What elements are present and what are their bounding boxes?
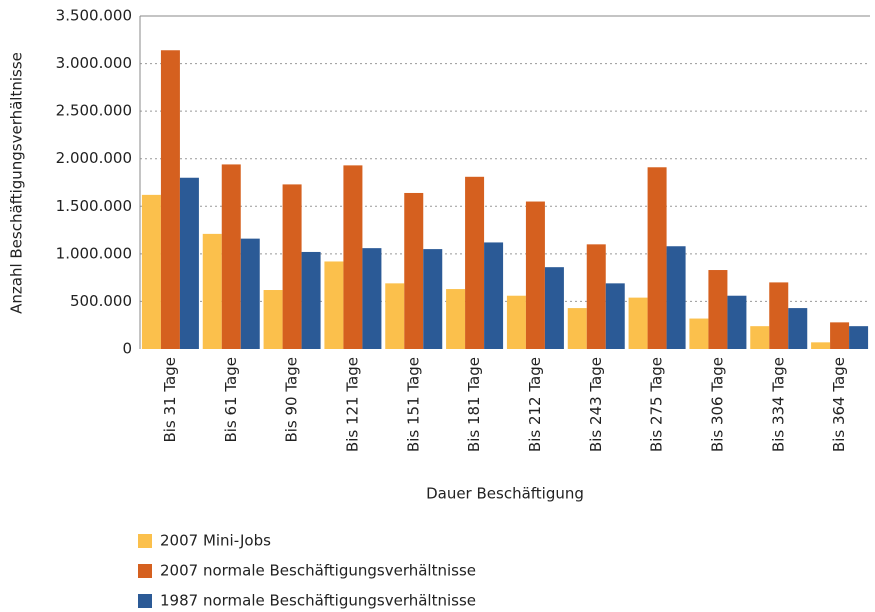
bar [769,282,789,349]
bar [525,201,545,349]
x-tick-label: Bis 306 Tage [708,357,726,452]
bar [788,308,808,349]
x-tick-label: Bis 31 Tage [161,357,179,443]
bar [544,267,564,349]
y-tick-label: 2.000.000 [56,149,132,167]
y-axis-title: Anzahl Beschäftigungsverhältnisse [8,52,26,314]
x-tick-label: Bis 90 Tage [283,357,301,443]
y-tick-label: 1.500.000 [56,197,132,215]
bar [465,176,485,349]
bar [849,326,869,349]
x-tick-label: Bis 243 Tage [587,357,605,452]
x-tick-label: Bis 121 Tage [343,357,361,452]
y-tick-label: 3.000.000 [56,54,132,72]
bar [628,297,648,349]
x-tick-label: Bis 151 Tage [404,357,422,452]
legend-swatch [138,534,152,548]
legend-swatch [138,594,152,608]
bar [343,165,363,349]
bar [727,295,747,349]
bar [179,177,199,349]
x-tick-label: Bis 364 Tage [830,357,848,452]
bar [263,290,283,349]
bar [567,308,587,349]
x-tick-label: Bis 61 Tage [222,357,240,443]
bar [666,246,686,349]
bar [506,295,526,349]
y-tick-label: 2.500.000 [56,102,132,120]
bar [385,283,405,349]
y-tick-label: 3.500.000 [56,7,132,25]
x-axis-title: Dauer Beschäftigung [426,485,584,503]
y-tick-label: 1.000.000 [56,244,132,262]
bar [605,283,625,349]
bar [324,261,344,349]
bar [708,270,728,349]
legend-label: 1987 normale Beschäftigungsverhältnisse [160,592,476,610]
bar [301,251,321,349]
x-tick-label: Bis 212 Tage [526,357,544,452]
bar [586,244,606,349]
bar [423,249,443,349]
legend-swatch [138,564,152,578]
bar [240,238,260,349]
bar [647,167,667,349]
bar [689,318,709,349]
bar [830,322,850,349]
bar [160,50,180,349]
bar [446,289,466,349]
bar [221,164,241,349]
bar [202,233,222,349]
bar [811,342,831,349]
y-tick-label: 500.000 [70,292,132,310]
y-tick-label: 0 [122,340,132,358]
x-tick-label: Bis 181 Tage [465,357,483,452]
x-tick-label: Bis 275 Tage [648,357,666,452]
bar [404,192,424,349]
bar [484,242,504,349]
bar [362,248,382,349]
legend-label: 2007 Mini-Jobs [160,532,271,550]
legend-label: 2007 normale Beschäftigungsverhältnisse [160,562,476,580]
bar [141,194,161,349]
bar [750,326,770,349]
x-tick-label: Bis 334 Tage [769,357,787,452]
bar [282,184,302,349]
